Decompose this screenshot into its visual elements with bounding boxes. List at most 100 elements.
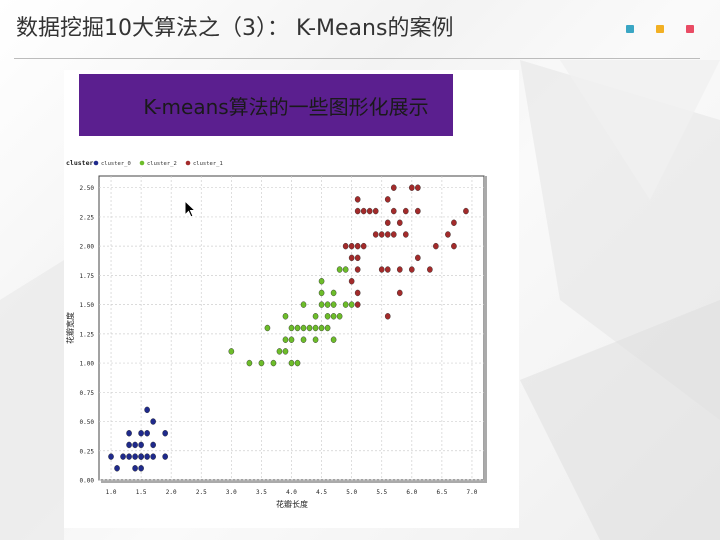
y-tick-label: 1.00 (80, 361, 95, 368)
data-point-cluster_1 (384, 196, 391, 203)
data-point-cluster_1 (348, 254, 355, 262)
data-point-cluster_2 (282, 336, 289, 343)
title-divider (14, 58, 700, 59)
data-point-cluster_1 (415, 254, 421, 262)
data-point-cluster_2 (288, 336, 295, 343)
data-point-cluster_1 (354, 266, 361, 273)
data-point-cluster_1 (354, 196, 361, 203)
x-tick-label: 2.5 (196, 489, 207, 496)
x-tick-label: 1.5 (136, 489, 147, 496)
data-point-cluster_2 (300, 301, 307, 308)
y-tick-label: 1.50 (80, 302, 95, 309)
y-axis-ticks: 0.00 0.25 0.50 0.75 1.00 1.25 1.50 1.75 2.00 2.25… (80, 185, 95, 484)
data-point-cluster_1 (409, 184, 415, 191)
data-point-cluster_2 (324, 324, 331, 332)
data-point-cluster_2 (246, 359, 253, 367)
data-point-cluster_1 (372, 207, 379, 215)
chart-legend: cluster cluster_0 cluster_2 cluster_1 (66, 159, 223, 167)
data-point-cluster_0 (126, 441, 132, 449)
data-point-cluster_1 (396, 266, 403, 273)
legend-marker-cluster_1 (185, 160, 191, 166)
legend-title: cluster (66, 159, 93, 167)
data-point-cluster_1 (396, 219, 403, 226)
data-point-cluster_2 (324, 313, 331, 320)
chart-points (108, 184, 469, 472)
data-point-cluster_2 (312, 313, 319, 320)
data-point-cluster_1 (451, 219, 457, 226)
chart-grid (99, 176, 484, 481)
y-axis-label: 花瓣宽度 (65, 312, 75, 344)
page-title: 数据挖掘10大算法之（3）： K-Means的案例 (16, 16, 454, 41)
data-point-cluster_0 (144, 406, 150, 414)
accent-dots (626, 25, 694, 33)
data-point-cluster_2 (336, 266, 343, 273)
data-point-cluster_1 (451, 242, 457, 250)
data-point-cluster_2 (258, 359, 265, 367)
data-point-cluster_2 (306, 324, 313, 332)
data-point-cluster_0 (132, 465, 138, 472)
data-point-cluster_2 (264, 324, 271, 332)
y-tick-label: 0.00 (80, 478, 95, 485)
data-point-cluster_0 (162, 430, 168, 437)
data-point-cluster_2 (336, 313, 343, 320)
data-point-cluster_1 (445, 231, 451, 238)
data-point-cluster_2 (228, 348, 235, 355)
data-point-cluster_1 (354, 301, 361, 308)
y-tick-label: 0.75 (80, 390, 95, 397)
x-tick-label: 3.0 (226, 489, 237, 496)
data-point-cluster_1 (390, 184, 397, 191)
data-point-cluster_0 (126, 430, 132, 437)
plot-shadow-right (484, 176, 487, 482)
data-point-cluster_1 (384, 231, 391, 238)
data-point-cluster_2 (312, 336, 319, 343)
y-tick-label: 2.50 (80, 185, 95, 192)
data-point-cluster_0 (150, 453, 156, 460)
data-point-cluster_0 (132, 453, 138, 460)
data-point-cluster_1 (348, 278, 355, 285)
data-point-cluster_1 (354, 242, 361, 250)
x-tick-label: 5.0 (346, 489, 357, 496)
data-point-cluster_2 (300, 324, 307, 332)
data-point-cluster_2 (294, 359, 301, 367)
data-point-cluster_2 (348, 301, 355, 308)
data-point-cluster_2 (300, 336, 307, 343)
legend-marker-cluster_0 (93, 160, 99, 166)
data-point-cluster_1 (354, 254, 361, 262)
data-point-cluster_0 (138, 465, 144, 472)
data-point-cluster_1 (354, 207, 361, 215)
banner-text: K-means算法的一些图形化展示 (143, 94, 429, 119)
y-tick-label: 0.50 (80, 419, 95, 426)
data-point-cluster_0 (144, 453, 150, 460)
y-tick-label: 0.25 (80, 448, 95, 455)
accent-dot-red (686, 25, 694, 33)
x-tick-label: 2.0 (166, 489, 177, 496)
plot-shadow-bottom (101, 480, 487, 483)
data-point-cluster_0 (138, 453, 144, 460)
data-point-cluster_0 (120, 453, 126, 460)
legend-label-cluster_2: cluster_2 (147, 161, 177, 167)
data-point-cluster_1 (384, 219, 391, 226)
data-point-cluster_2 (282, 348, 289, 355)
data-point-cluster_1 (390, 207, 397, 215)
data-point-cluster_1 (372, 231, 379, 238)
legend-label-cluster_1: cluster_1 (193, 161, 223, 167)
accent-dot-yellow (656, 25, 664, 33)
data-point-cluster_2 (342, 301, 349, 308)
data-point-cluster_2 (318, 301, 325, 308)
data-point-cluster_0 (150, 418, 156, 425)
data-point-cluster_1 (354, 289, 361, 297)
data-point-cluster_1 (342, 242, 349, 250)
data-point-cluster_1 (378, 231, 385, 238)
x-axis-ticks: 1.0 1.5 2.0 2.5 3.0 3.5 4.0 4.5 5.0 5.5 6.0 6.5 7.0 (106, 489, 478, 496)
data-point-cluster_2 (288, 324, 295, 332)
data-point-cluster_1 (402, 207, 409, 215)
data-point-cluster_0 (150, 441, 156, 449)
data-point-cluster_1 (360, 207, 367, 215)
x-tick-label: 5.5 (376, 489, 387, 496)
data-point-cluster_2 (270, 359, 277, 367)
data-point-cluster_2 (318, 324, 325, 332)
data-point-cluster_1 (415, 207, 421, 215)
data-point-cluster_1 (427, 266, 433, 273)
x-tick-label: 6.0 (406, 489, 417, 496)
data-point-cluster_0 (132, 441, 138, 449)
